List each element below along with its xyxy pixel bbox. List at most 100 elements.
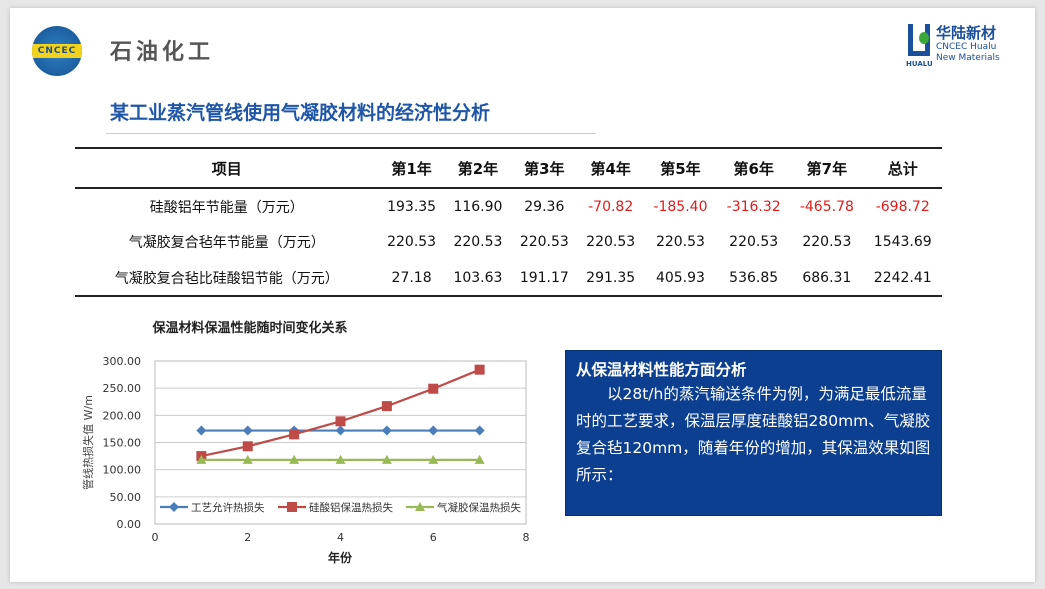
- table-cell: 405.93: [643, 260, 718, 297]
- data-point: [287, 502, 297, 512]
- logo-band-text: CNCEC: [32, 44, 82, 58]
- data-point: [381, 425, 392, 436]
- table-cell: 220.53: [453, 234, 503, 250]
- data-point: [242, 425, 253, 436]
- table-cell: 686.31: [790, 260, 864, 297]
- data-point: [428, 383, 439, 394]
- slide: CNCEC 石油化工 HUALU 华陆新材 CNCEC Hualu New Ma…: [10, 8, 1035, 582]
- table-cell: 291.35: [577, 260, 644, 297]
- y-tick-label: 200.00: [103, 409, 142, 422]
- data-point: [474, 425, 485, 436]
- column-header: 总计: [863, 147, 942, 189]
- logo-en2: New Materials: [936, 53, 1000, 63]
- data-point: [415, 502, 425, 511]
- table-cell: 220.53: [802, 234, 852, 250]
- table-cell: 220.53: [655, 234, 705, 250]
- table-cell: -465.78: [799, 198, 854, 215]
- data-point: [335, 454, 346, 464]
- y-tick-label: 0.00: [117, 518, 142, 531]
- data-point: [196, 454, 207, 464]
- column-header: 第2年: [444, 147, 512, 189]
- y-tick-label: 100.00: [103, 464, 142, 477]
- table-row: 气凝胶复合毡比硅酸铝节能（万元） 27.18 103.63 191.17 291.35 4…: [75, 260, 942, 297]
- chart-title: 保温材料保温性能随时间变化关系: [151, 320, 347, 336]
- data-point: [335, 416, 346, 427]
- table-cell: 220.53: [586, 234, 636, 250]
- data-point: [242, 454, 253, 464]
- table-cell: 220.53: [387, 234, 437, 250]
- column-header: 第3年: [511, 147, 578, 189]
- legend-bg: [158, 499, 276, 515]
- data-point: [242, 441, 253, 452]
- column-header: 第6年: [717, 147, 791, 189]
- table-cell: 191.17: [511, 260, 578, 297]
- column-header: 第5年: [643, 147, 718, 189]
- table-cell: 220.53: [519, 234, 569, 250]
- data-point: [289, 454, 300, 464]
- logo-mark-text: HUALU: [906, 60, 933, 68]
- table-row: 气凝胶复合毡年节能量（万元） 220.53 220.53 220.53 220.53 22…: [75, 224, 942, 260]
- table-cell: 103.63: [444, 260, 512, 297]
- table-cell: -316.32: [726, 198, 781, 215]
- cncec-logo: CNCEC: [32, 26, 82, 76]
- data-point: [196, 425, 207, 436]
- data-point: [381, 454, 392, 464]
- legend-label: 工艺允许热损失: [191, 501, 265, 514]
- table-header-row: 项目 第1年 第2年 第3年 第4年 第5年 第6年 第7年 总计: [75, 147, 942, 189]
- y-tick-label: 50.00: [110, 491, 142, 504]
- legend-bg: [404, 499, 522, 515]
- analysis-heading: 从保温材料性能方面分析: [576, 361, 747, 379]
- x-tick-label: 8: [523, 531, 530, 544]
- table-cell: 1543.69: [873, 234, 932, 250]
- x-tick-label: 2: [244, 531, 251, 544]
- table-row: 硅酸铝年节能量（万元） 193.35 116.90 29.36 -70.82 -185.4…: [75, 188, 942, 224]
- y-tick-label: 250.00: [103, 382, 142, 395]
- legend-label: 气凝胶保温热损失: [437, 501, 521, 514]
- slide-title: 某工业蒸汽管线使用气凝胶材料的经济性分析: [110, 102, 491, 124]
- data-point: [381, 401, 392, 412]
- economics-table: 项目 第1年 第2年 第3年 第4年 第5年 第6年 第7年 总计 硅酸铝年节能量（万元） 193…: [75, 147, 942, 297]
- hualu-mark-icon: [908, 24, 930, 56]
- data-point: [428, 425, 439, 436]
- y-axis-label: 管线热损失值 W/m: [81, 395, 95, 490]
- data-point: [474, 454, 485, 464]
- x-tick-label: 6: [430, 531, 437, 544]
- table-cell: 116.90: [453, 198, 503, 215]
- column-header: 第1年: [378, 147, 445, 189]
- hualu-logo: HUALU 华陆新材 CNCEC Hualu New Materials: [906, 22, 1023, 70]
- data-point: [474, 364, 485, 375]
- logo-en1: CNCEC Hualu: [936, 42, 997, 52]
- row-label: 气凝胶复合毡年节能量（万元）: [128, 235, 325, 251]
- table-cell: 536.85: [717, 260, 791, 297]
- x-tick-label: 0: [152, 531, 159, 544]
- x-axis-label: 年份: [328, 550, 353, 565]
- title-divider: [106, 133, 596, 134]
- x-tick-label: 4: [337, 531, 344, 544]
- company-name: 石油化工: [110, 39, 215, 65]
- column-header: 第4年: [577, 147, 644, 189]
- y-tick-label: 150.00: [103, 437, 142, 450]
- table-cell: -698.72: [875, 198, 930, 215]
- data-point: [289, 429, 300, 440]
- table-cell: 220.53: [729, 234, 779, 250]
- legend-bg: [276, 499, 394, 515]
- column-header: 项目: [75, 147, 379, 189]
- legend-label: 硅酸铝保温热损失: [309, 501, 393, 514]
- data-point: [335, 425, 346, 436]
- data-point: [428, 454, 439, 464]
- table-cell: 27.18: [378, 260, 445, 297]
- analysis-body: 以28t/h的蒸汽输送条件为例，为满足最低流量时的工艺要求，保温层厚度硅酸铝28…: [576, 385, 931, 484]
- table-cell: -70.82: [588, 198, 634, 215]
- row-label: 硅酸铝年节能量（万元）: [149, 199, 304, 216]
- table-cell: 29.36: [524, 198, 565, 215]
- table-cell: -185.40: [653, 198, 708, 215]
- table-cell: 2242.41: [863, 260, 942, 297]
- column-header: 第7年: [790, 147, 864, 189]
- data-point: [169, 502, 179, 512]
- row-label: 气凝胶复合毡比硅酸铝节能（万元）: [75, 260, 379, 297]
- y-tick-label: 300.00: [103, 355, 142, 368]
- heat-loss-chart: 保温材料保温性能随时间变化关系 0.00 50.00 100.00 150.00 200.…: [81, 320, 530, 565]
- analysis-box: 从保温材料性能方面分析 以28t/h的蒸汽输送条件为例，为满足最低流量时的工艺要…: [565, 350, 942, 516]
- plot-border: [154, 360, 527, 525]
- logo-cn: 华陆新材: [936, 24, 997, 42]
